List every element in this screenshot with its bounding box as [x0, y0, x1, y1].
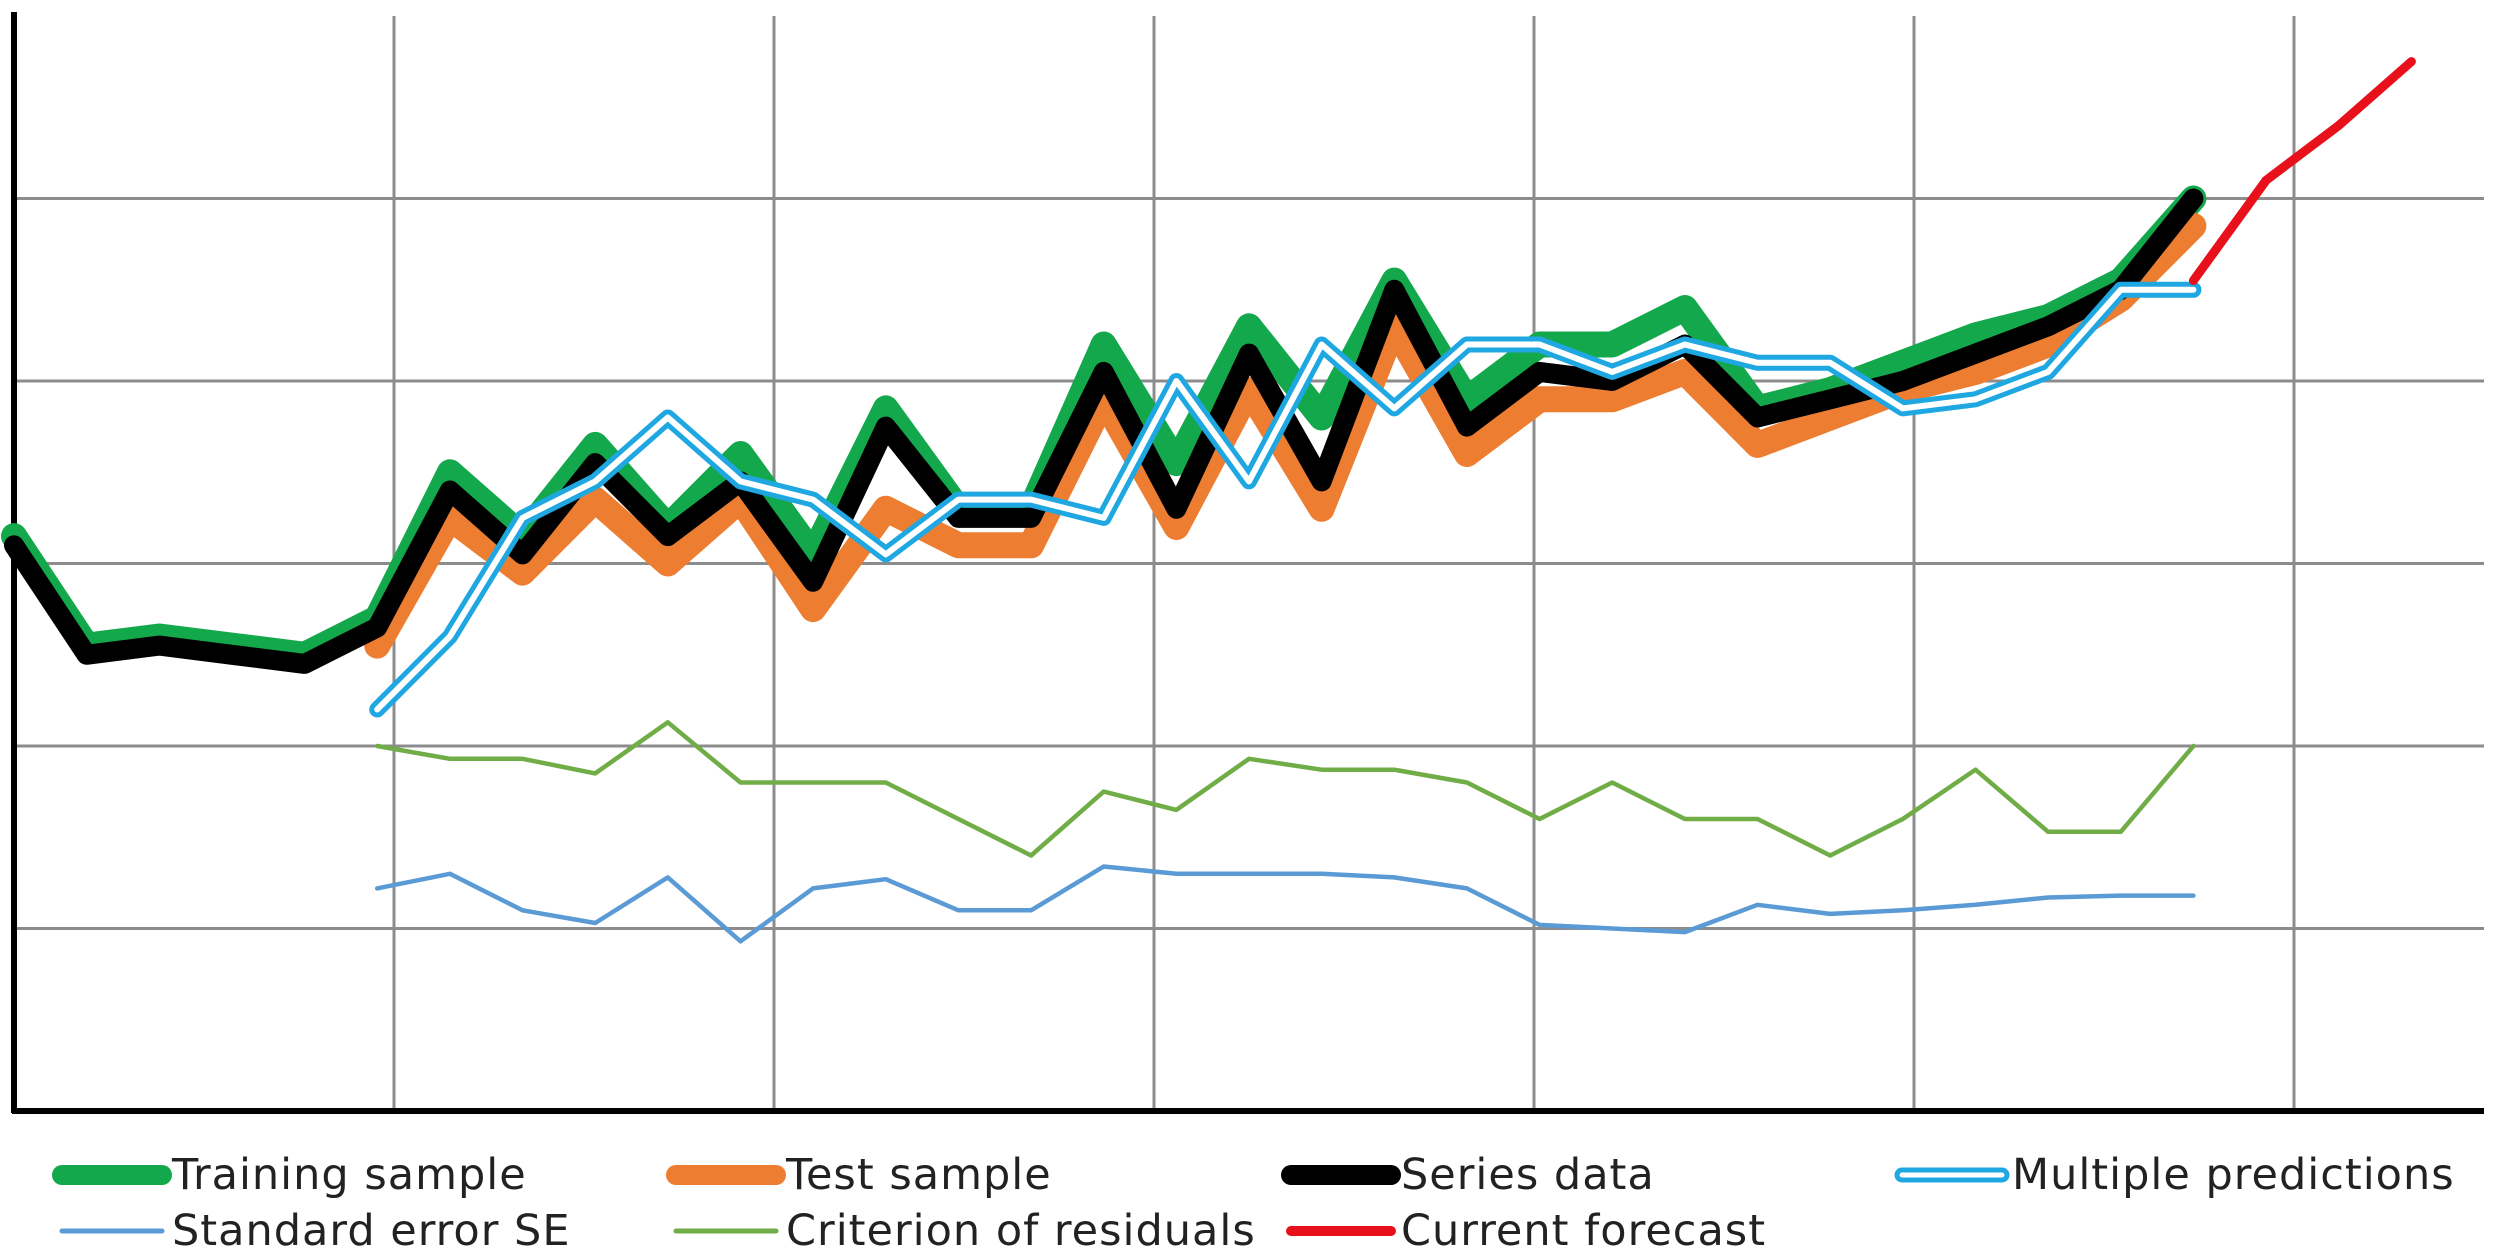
legend-item-test-sample: Test sample	[666, 1150, 1052, 1200]
grid	[14, 16, 2484, 1111]
series-multiple-predictions	[369, 281, 2202, 718]
legend-item-current-forecast: Current forecast	[1286, 1206, 1766, 1256]
series-line-standard-error-se	[374, 864, 2196, 944]
legend-label: Standard error SE	[172, 1206, 571, 1256]
series-line-current-forecast	[2188, 57, 2416, 286]
legend-label: Multiple predictions	[2012, 1150, 2455, 1200]
legend-label: Training sample	[171, 1150, 527, 1200]
series-layer	[1, 57, 2416, 944]
series-line-inner-multiple-predictions	[374, 286, 2197, 713]
legend: Training sample Test sample Series data Mul…	[52, 1150, 2455, 1256]
series-criterion-of-residuals	[374, 720, 2196, 858]
legend-label: Current forecast	[1401, 1206, 1766, 1256]
series-series-data	[4, 188, 2204, 674]
legend-label: Series data	[1401, 1150, 1655, 1200]
legend-item-series-data: Series data	[1281, 1150, 1655, 1200]
legend-item-training-sample: Training sample	[52, 1150, 527, 1200]
series-line-criterion-of-residuals	[374, 720, 2196, 858]
series-line-series-data	[4, 188, 2204, 674]
legend-label: Test sample	[785, 1150, 1052, 1200]
legend-item-standard-error-se: Standard error SE	[59, 1206, 571, 1256]
legend-label: Criterion of residuals	[786, 1206, 1256, 1256]
series-standard-error-se	[374, 864, 2196, 944]
legend-item-multiple-predictions: Multiple predictions	[1894, 1150, 2455, 1200]
series-current-forecast	[2188, 57, 2416, 286]
legend-item-criterion-of-residuals: Criterion of residuals	[673, 1206, 1256, 1256]
